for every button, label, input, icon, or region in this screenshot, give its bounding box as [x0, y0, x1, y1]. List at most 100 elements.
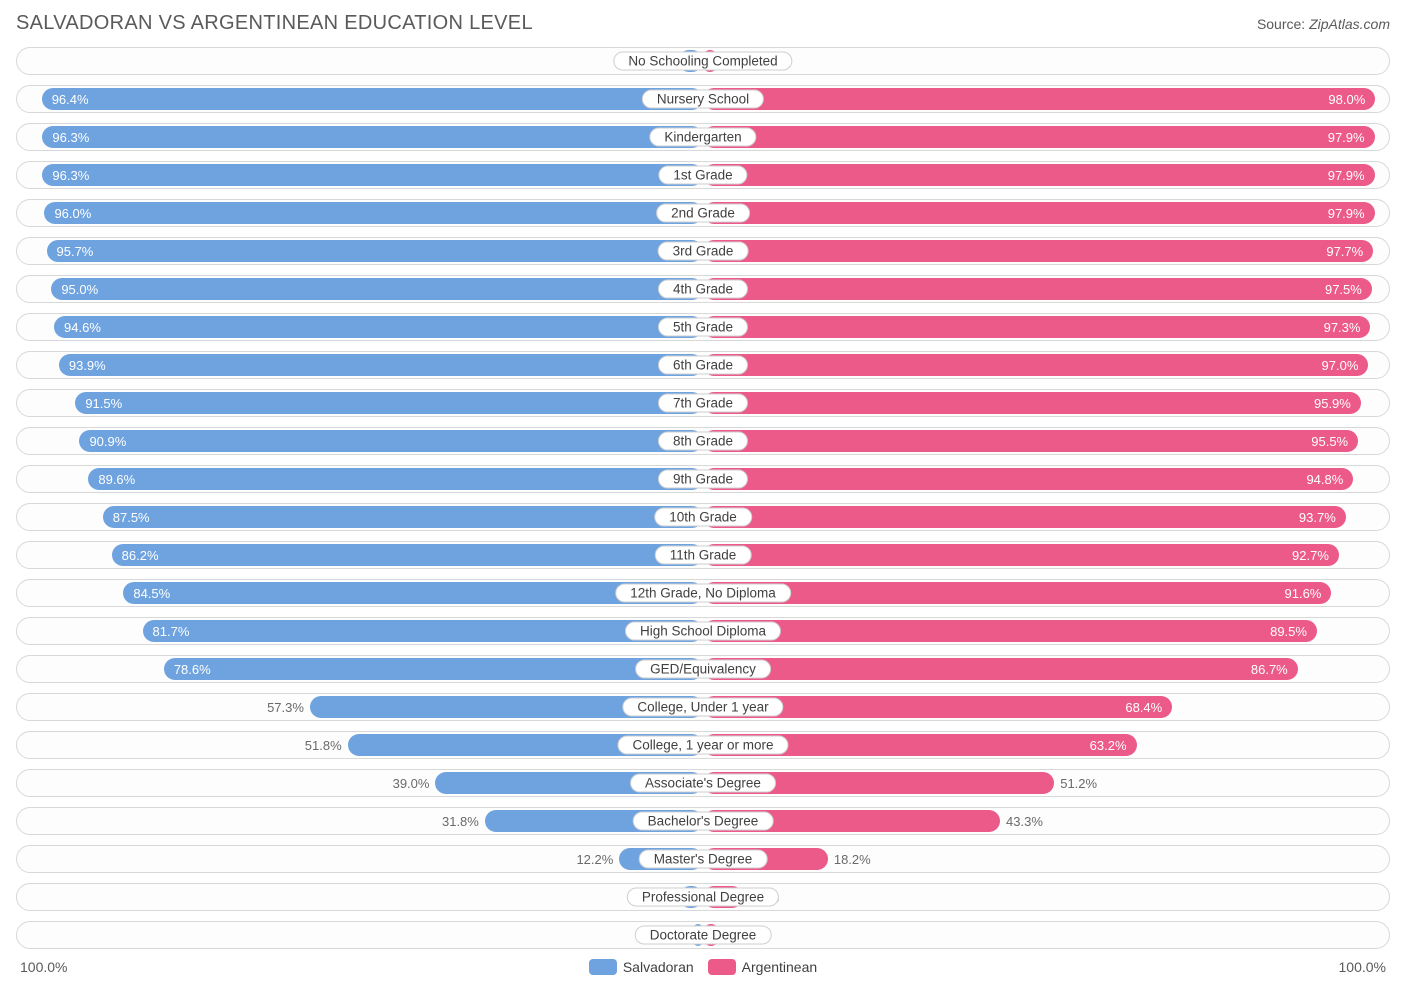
bar-row: 57.3%68.4%College, Under 1 year [16, 693, 1390, 721]
bar-left-value: 96.0% [44, 206, 101, 221]
bar-left-value: 95.0% [51, 282, 108, 297]
bar-right-value: 97.7% [1316, 244, 1373, 259]
bar-left: 96.4% [42, 88, 703, 110]
legend-item-left: Salvadoran [589, 959, 694, 975]
category-label: Bachelor's Degree [633, 812, 774, 831]
bar-right: 89.5% [703, 620, 1317, 642]
bar-right: 86.7% [703, 658, 1298, 680]
bar-row: 78.6%86.7%GED/Equivalency [16, 655, 1390, 683]
category-label: College, 1 year or more [617, 736, 788, 755]
category-label: Master's Degree [639, 850, 768, 869]
bar-left: 91.5% [75, 392, 703, 414]
category-label: Professional Degree [627, 888, 779, 907]
category-label: 11th Grade [655, 546, 752, 565]
bar-left: 94.6% [54, 316, 703, 338]
bar-left-value: 96.3% [42, 168, 99, 183]
bar-right-value: 68.4% [1115, 700, 1172, 715]
bar-right: 97.3% [703, 316, 1370, 338]
category-label: Doctorate Degree [635, 926, 772, 945]
bar-left: 95.7% [47, 240, 704, 262]
bar-left: 96.3% [42, 164, 703, 186]
bar-right-value: 97.9% [1318, 168, 1375, 183]
bar-left-value: 12.2% [576, 846, 613, 872]
bar-right-value: 97.0% [1312, 358, 1369, 373]
category-label: GED/Equivalency [635, 660, 771, 679]
category-label: Associate's Degree [630, 774, 776, 793]
bar-row: 86.2% 92.7% 11th Grade [16, 541, 1390, 569]
bar-left-value: 57.3% [267, 694, 304, 720]
bar-row: 95.7%97.7%3rd Grade [16, 237, 1390, 265]
bar-right: 97.9% [703, 164, 1375, 186]
bar-left-value: 89.6% [88, 472, 145, 487]
bar-right-value: 97.3% [1314, 320, 1371, 335]
bar-right: 93.7% [703, 506, 1346, 528]
legend-label-right: Argentinean [742, 959, 818, 975]
bar-row: 3.5%5.9%Professional Degree [16, 883, 1390, 911]
bar-row: 39.0% 51.2% Associate's Degree [16, 769, 1390, 797]
bar-right-value: 97.9% [1318, 206, 1375, 221]
bar-row: 89.6%94.8%9th Grade [16, 465, 1390, 493]
bar-right: 94.8% [703, 468, 1353, 490]
bar-left-value: 91.5% [75, 396, 132, 411]
bar-right: 97.0% [703, 354, 1368, 376]
source-credit: Source: ZipAtlas.com [1257, 16, 1390, 32]
bar-left-value: 93.9% [59, 358, 116, 373]
bar-row: 93.9%97.0%6th Grade [16, 351, 1390, 379]
bar-row: 90.9%95.5%8th Grade [16, 427, 1390, 455]
legend-item-right: Argentinean [708, 959, 818, 975]
category-label: 12th Grade, No Diploma [615, 584, 791, 603]
bar-right-value: 98.0% [1318, 92, 1375, 107]
bar-left: 89.6% [88, 468, 703, 490]
bar-left-value: 86.2% [112, 548, 169, 563]
bar-left: 96.0% [44, 202, 703, 224]
bar-row: 96.3% 97.9% 1st Grade [16, 161, 1390, 189]
category-label: High School Diploma [625, 622, 781, 641]
bar-right: 97.9% [703, 126, 1375, 148]
bar-row: 31.8%43.3%Bachelor's Degree [16, 807, 1390, 835]
bar-right: 95.9% [703, 392, 1361, 414]
bar-right-value: 97.9% [1318, 130, 1375, 145]
bar-row: 96.3%97.9%Kindergarten [16, 123, 1390, 151]
bar-right-value: 63.2% [1080, 738, 1137, 753]
legend: Salvadoran Argentinean [589, 959, 817, 975]
category-label: 1st Grade [658, 166, 747, 185]
category-label: 8th Grade [658, 432, 748, 451]
legend-swatch-right [708, 959, 736, 975]
bar-row: 1.5%2.3%Doctorate Degree [16, 921, 1390, 949]
bar-row: 96.0% 97.9% 2nd Grade [16, 199, 1390, 227]
diverging-bar-chart: 3.7%2.1%No Schooling Completed 96.4% 98.0%… [16, 47, 1390, 949]
bar-right-value: 92.7% [1282, 548, 1339, 563]
chart-header: SALVADORAN VS ARGENTINEAN EDUCATION LEVE… [16, 12, 1390, 35]
bar-right: 97.5% [703, 278, 1372, 300]
bar-right-value: 86.7% [1241, 662, 1298, 677]
axis-label-left: 100.0% [20, 959, 67, 975]
bar-right-value: 91.6% [1275, 586, 1332, 601]
bar-left: 87.5% [103, 506, 703, 528]
bar-right-value: 43.3% [1006, 808, 1043, 834]
bar-row: 3.7%2.1%No Schooling Completed [16, 47, 1390, 75]
bar-row: 81.7% 89.5%High School Diploma [16, 617, 1390, 645]
bar-right: 98.0% [703, 88, 1375, 110]
category-label: 10th Grade [654, 508, 752, 527]
bar-left: 86.2% [112, 544, 703, 566]
source-link[interactable]: ZipAtlas.com [1309, 16, 1390, 32]
bar-right-value: 51.2% [1060, 770, 1097, 796]
bar-row: 12.2% 18.2% Master's Degree [16, 845, 1390, 873]
category-label: Nursery School [642, 90, 764, 109]
bar-right-value: 95.9% [1304, 396, 1361, 411]
bar-row: 84.5%91.6%12th Grade, No Diploma [16, 579, 1390, 607]
bar-right: 91.6% [703, 582, 1331, 604]
bar-right: 95.5% [703, 430, 1358, 452]
bar-right: 97.9% [703, 202, 1375, 224]
bar-left-value: 96.4% [42, 92, 99, 107]
bar-left-value: 81.7% [143, 624, 200, 639]
bar-right-value: 93.7% [1289, 510, 1346, 525]
bar-left: 81.7% [143, 620, 703, 642]
chart-footer: 100.0% Salvadoran Argentinean 100.0% [16, 959, 1390, 975]
bar-row: 91.5%95.9%7th Grade [16, 389, 1390, 417]
bar-left-value: 39.0% [393, 770, 430, 796]
bar-right-value: 18.2% [834, 846, 871, 872]
category-label: 2nd Grade [656, 204, 750, 223]
bar-left-value: 96.3% [42, 130, 99, 145]
axis-label-right: 100.0% [1339, 959, 1386, 975]
